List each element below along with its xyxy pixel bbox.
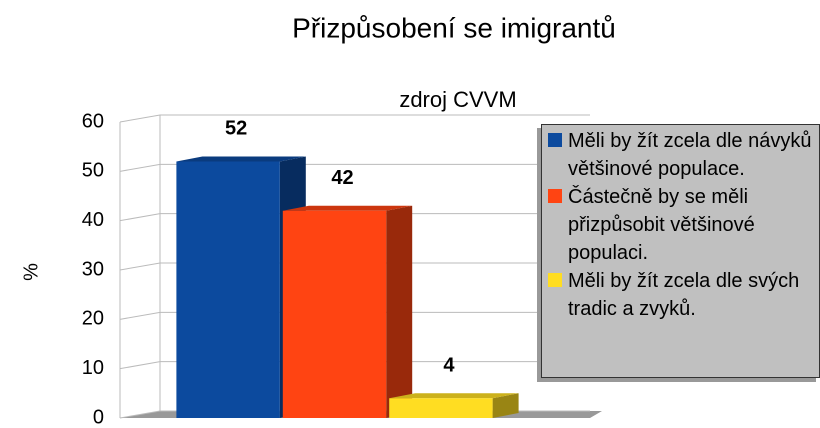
- data-label: 52: [225, 118, 247, 140]
- chart-subtitle: zdroj CVVM: [399, 87, 516, 112]
- grid-line: [119, 163, 590, 172]
- y-tick-label: 10: [82, 357, 104, 379]
- bar-face: [389, 393, 519, 399]
- chart-title: Přizpůsobení se imigrantů: [292, 12, 616, 43]
- legend-label: Měli by žít zcela dle svých tradic a zvy…: [568, 270, 800, 320]
- legend-item: Měli by žít zcela dle návyků většinové p…: [548, 127, 815, 183]
- y-tick-label: 0: [93, 406, 104, 428]
- data-label: 42: [331, 167, 353, 189]
- y-axis-label: %: [20, 263, 42, 281]
- legend-item: Částečně by se měli přizpůsobit většinov…: [548, 183, 815, 267]
- bar-face: [386, 205, 413, 418]
- bar: [282, 205, 413, 418]
- grid-line: [119, 311, 590, 320]
- bar-face: [282, 205, 413, 211]
- legend: Měli by žít zcela dle návyků většinové p…: [541, 124, 820, 378]
- bar-face: [282, 210, 387, 418]
- grid-line: [119, 114, 590, 123]
- bar-face: [389, 398, 493, 418]
- bar: [389, 393, 519, 418]
- y-tick-label: 20: [82, 308, 104, 330]
- y-tick-label: 30: [82, 258, 104, 280]
- legend-swatch: [548, 133, 562, 147]
- grid-line: [119, 361, 590, 370]
- y-tick-label: 50: [82, 160, 104, 182]
- legend-label: Částečně by se měli přizpůsobit většinov…: [568, 186, 755, 264]
- data-label: 4: [443, 355, 455, 377]
- grid-line: [119, 262, 590, 271]
- grid-line: [119, 213, 590, 222]
- bar-face: [492, 393, 519, 418]
- legend-swatch: [548, 273, 562, 287]
- legend-swatch: [548, 189, 562, 203]
- legend-item: Měli by žít zcela dle svých tradic a zvy…: [548, 267, 815, 323]
- y-tick-label: 60: [82, 110, 104, 132]
- bar-face: [176, 156, 306, 162]
- legend-label: Měli by žít zcela dle návyků většinové p…: [568, 130, 812, 180]
- y-tick-label: 40: [82, 209, 104, 231]
- bar-face: [176, 161, 280, 418]
